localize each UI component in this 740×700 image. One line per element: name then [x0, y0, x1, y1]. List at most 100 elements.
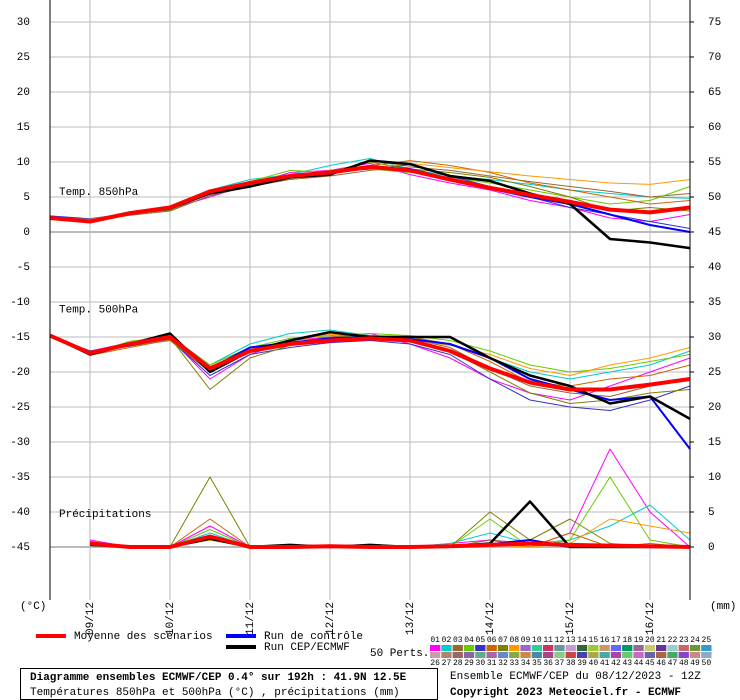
run-info: Ensemble ECMWF/CEP du 08/12/2023 - 12Z: [450, 671, 701, 683]
perturbation-swatch: [531, 645, 542, 651]
perturbation-swatch: [644, 652, 655, 658]
perturbation-swatch: [463, 652, 475, 658]
y-tick-label: -15: [10, 332, 30, 344]
perturbation-label: 04: [464, 636, 474, 645]
perturbation-label: 22: [668, 636, 678, 645]
perturbation-swatch: [588, 645, 599, 651]
y-tick-label: -20: [10, 367, 30, 379]
y-tick-label: 25: [17, 52, 30, 64]
perturbation-swatch: [656, 645, 667, 651]
x-tick-label: 13/12: [405, 602, 417, 635]
y-tick-label: 5: [23, 192, 30, 204]
perturbation-swatch: [656, 652, 667, 658]
x-tick-label: 16/12: [645, 602, 657, 635]
mean-line: [49, 333, 691, 392]
perturbation-swatch: [441, 652, 452, 658]
perturbation-swatch: [497, 652, 509, 658]
perturbation-label: 31: [487, 659, 497, 668]
perturbation-swatch: [599, 652, 610, 658]
perturbation-swatch: [599, 645, 610, 651]
y-tick-label: -5: [17, 262, 30, 274]
perturbation-label: 42: [611, 659, 621, 668]
perturbation-swatch: [610, 652, 622, 658]
y2-tick-label: 60: [708, 122, 721, 134]
perturbation-label: 37: [555, 659, 565, 668]
perturbation-label: 08: [509, 636, 519, 645]
y-tick-label: 15: [17, 122, 30, 134]
perturbation-label: 39: [577, 659, 587, 668]
x-tick-label: 09/12: [85, 602, 97, 635]
perturbation-swatch: [565, 645, 576, 651]
perturbation-label: 12: [555, 636, 565, 645]
perturbation-label: 10: [532, 636, 542, 645]
perturbation-label: 14: [577, 636, 587, 645]
y2-tick-label: 25: [708, 367, 721, 379]
perturbation-swatch: [633, 652, 644, 658]
perturbation-swatch: [689, 645, 701, 651]
y-tick-label: -25: [10, 402, 30, 414]
perturbation-label: 44: [634, 659, 644, 668]
perturbation-swatch: [520, 645, 531, 651]
perturbation-label: 35: [532, 659, 542, 668]
perturbation-label: 38: [566, 659, 576, 668]
perturbation-label: 05: [476, 636, 486, 645]
perturbation-swatch: [667, 652, 678, 658]
y-tick-label: -35: [10, 472, 30, 484]
perturbation-swatch: [701, 652, 712, 658]
y-axis-label: (°C): [20, 601, 46, 613]
perturbation-label: 43: [622, 659, 632, 668]
perturbation-label: 33: [509, 659, 519, 668]
y-tick-label: -10: [10, 297, 30, 309]
perturbation-swatch: [678, 645, 689, 651]
y-tick-label: 30: [17, 17, 30, 29]
y2-tick-label: 45: [708, 227, 721, 239]
perturbation-label: 07: [498, 636, 508, 645]
perturbation-label: 03: [453, 636, 463, 645]
y2-tick-label: 10: [708, 472, 721, 484]
x-tick-label: 12/12: [325, 602, 337, 635]
perturbation-label: 40: [589, 659, 599, 668]
title: Diagramme ensembles ECMWF/CEP 0.4° sur 1…: [30, 672, 407, 684]
perturbation-swatch: [475, 652, 486, 658]
perturbation-label: 16: [600, 636, 610, 645]
y-tick-label: 0: [23, 227, 30, 239]
perturbation-swatch: [610, 645, 622, 651]
perturbation-swatch: [689, 652, 701, 658]
perturbation-label: 27: [442, 659, 452, 668]
mean-line: [89, 534, 691, 549]
perturbation-label: 32: [498, 659, 508, 668]
perturbation-label: 30: [476, 659, 486, 668]
perturbation-label: 13: [566, 636, 576, 645]
y-tick-label: -30: [10, 437, 30, 449]
perturbation-label: 49: [690, 659, 700, 668]
subtitle: Températures 850hPa et 500hPa (°C) , pré…: [30, 687, 400, 699]
panel-label: Temp. 850hPa: [59, 187, 139, 199]
perturbation-swatch: [531, 652, 542, 658]
x-tick-label: 15/12: [565, 602, 577, 635]
perturbation-label: 28: [453, 659, 463, 668]
y2-tick-label: 65: [708, 87, 721, 99]
perturbation-label: 47: [668, 659, 678, 668]
perturbation-label: 50: [702, 659, 712, 668]
perturbation-swatch: [543, 652, 554, 658]
x-tick-label: 14/12: [485, 602, 497, 635]
legend-label: Moyenne des scénarios: [74, 631, 213, 643]
perturbation-label: 17: [611, 636, 621, 645]
perturbation-swatch: [509, 652, 520, 658]
perturbation-swatch: [588, 652, 599, 658]
perturbation-label: 34: [521, 659, 531, 668]
perturbation-label: 46: [656, 659, 666, 668]
y2-tick-label: 55: [708, 157, 721, 169]
perturbation-swatch: [644, 645, 655, 651]
perturbation-swatch: [678, 652, 689, 658]
legend: Moyenne des scénarios Run de contrôleRun …: [36, 631, 712, 668]
perturbation-label: 21: [656, 636, 666, 645]
x-tick-label: 10/12: [165, 602, 177, 635]
mean-line: [49, 164, 691, 224]
perturbation-swatch: [701, 645, 712, 651]
copyright: Copyright 2023 Meteociel.fr - ECMWF: [450, 687, 681, 699]
perturbation-label: 23: [679, 636, 689, 645]
perturbation-label: 29: [464, 659, 474, 668]
perturbation-label: 09: [521, 636, 531, 645]
